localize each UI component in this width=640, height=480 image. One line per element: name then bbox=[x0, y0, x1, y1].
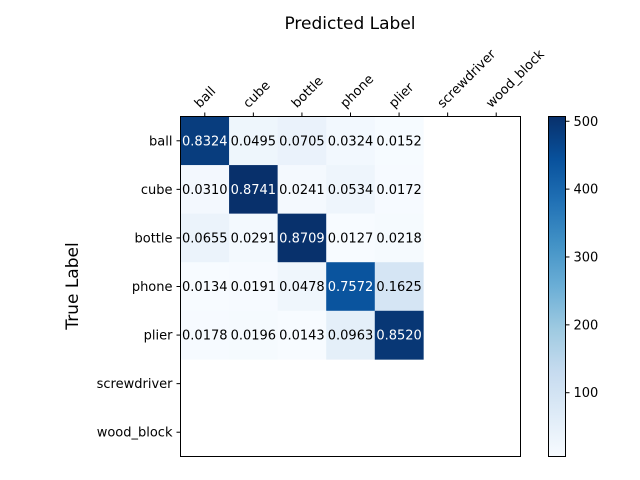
x-tick-label: bottle bbox=[289, 74, 326, 111]
y-tick-label: ball bbox=[149, 134, 172, 149]
chart-title: Predicted Label bbox=[284, 14, 415, 34]
x-tick-label: plier bbox=[386, 80, 417, 111]
cell-value-label: 0.0196 bbox=[231, 329, 277, 344]
heatmap-cell bbox=[277, 310, 327, 360]
y-axis-ticks: ball cube bottle phone plier screwdriver wood_… bbox=[97, 134, 181, 441]
colorbar-tick-label: 300 bbox=[574, 250, 599, 265]
cell-value-label: 0.1625 bbox=[376, 280, 422, 295]
colorbar-tick-label: 500 bbox=[574, 115, 599, 130]
cell-value-label: 0.0291 bbox=[231, 231, 277, 246]
cell-value-label: 0.8520 bbox=[376, 329, 422, 344]
x-axis-ticks: ball cube bottle phone plier screwdriverwood_… bbox=[192, 47, 548, 117]
heatmap-cell bbox=[326, 213, 376, 263]
cell-value-label: 0.0134 bbox=[182, 280, 228, 295]
y-tick-label: cube bbox=[141, 183, 173, 198]
y-tick-label: screwdriver bbox=[97, 377, 174, 392]
cell-value-label: 0.0143 bbox=[279, 329, 325, 344]
cell-value-label: 0.0478 bbox=[279, 280, 325, 295]
heatmap-cell bbox=[229, 165, 278, 214]
heatmap-cell bbox=[229, 262, 278, 312]
cell-value-label: 0.7572 bbox=[328, 280, 374, 295]
cell-value-label: 0.0534 bbox=[328, 183, 374, 198]
heatmap-cell bbox=[374, 213, 424, 263]
heatmap-cell bbox=[180, 310, 230, 360]
heatmap-cell bbox=[374, 165, 424, 214]
heatmap-cells bbox=[180, 116, 424, 360]
heatmap-cell bbox=[180, 165, 230, 214]
y-tick-label: plier bbox=[144, 329, 173, 344]
cell-value-label: 0.8709 bbox=[279, 231, 325, 246]
heatmap-cell bbox=[277, 262, 327, 312]
cell-value-label: 0.0495 bbox=[231, 134, 277, 149]
cell-value-label: 0.8324 bbox=[182, 134, 228, 149]
heatmap-cell bbox=[374, 310, 424, 360]
heatmap-cell bbox=[229, 116, 278, 166]
cell-value-label: 0.0218 bbox=[376, 231, 422, 246]
cell-value-label: 0.8741 bbox=[231, 183, 277, 198]
heatmap-cell bbox=[180, 116, 230, 166]
cell-value-label: 0.0241 bbox=[279, 183, 325, 198]
cell-value-label: 0.0152 bbox=[376, 134, 422, 149]
cell-value-label: 0.0127 bbox=[328, 231, 374, 246]
heatmap-cell bbox=[277, 213, 327, 263]
heatmap-cell bbox=[326, 165, 376, 214]
y-tick-label: phone bbox=[132, 280, 173, 295]
heatmap-cell bbox=[229, 310, 278, 360]
heatmap-cell bbox=[326, 116, 376, 166]
x-tick-label: cube bbox=[241, 78, 274, 111]
cell-value-label: 0.0963 bbox=[328, 329, 374, 344]
heatmap-cell bbox=[229, 213, 278, 263]
cell-value-label: 0.0310 bbox=[182, 183, 228, 198]
heatmap-cell bbox=[180, 213, 230, 263]
colorbar bbox=[548, 116, 566, 457]
cell-value-label: 0.0172 bbox=[376, 183, 422, 198]
y-tick-label: wood_block bbox=[97, 426, 173, 441]
cell-value-label: 0.0705 bbox=[279, 134, 325, 149]
colorbar-tick-label: 200 bbox=[574, 318, 599, 333]
cell-value-label: 0.0178 bbox=[182, 329, 228, 344]
colorbar-ticks: 100 200 300 400 500 bbox=[565, 115, 599, 401]
colorbar-tick-label: 100 bbox=[574, 386, 599, 401]
cell-value-label: 0.0324 bbox=[328, 134, 374, 149]
y-axis-label: True Label bbox=[63, 242, 83, 330]
heatmap-cell bbox=[277, 116, 327, 166]
y-tick-label: bottle bbox=[134, 231, 172, 246]
heatmap-cell bbox=[374, 116, 424, 166]
heatmap-cell bbox=[180, 262, 230, 312]
colorbar-tick-label: 400 bbox=[574, 183, 599, 198]
heatmap-cell bbox=[326, 262, 376, 312]
x-tick-label: phone bbox=[338, 72, 377, 111]
cell-value-label: 0.0191 bbox=[231, 280, 277, 295]
x-tick-label: ball bbox=[192, 84, 219, 111]
heatmap-cell bbox=[277, 165, 327, 214]
heatmap-cell bbox=[374, 262, 424, 312]
heatmap-cell bbox=[326, 310, 376, 360]
cell-value-label: 0.0655 bbox=[182, 231, 228, 246]
